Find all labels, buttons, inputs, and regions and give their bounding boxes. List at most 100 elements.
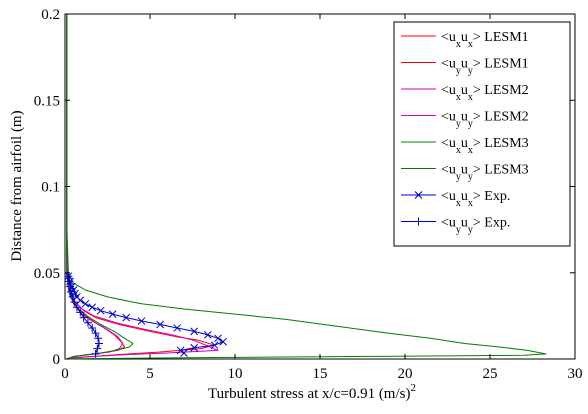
marker-x — [76, 296, 85, 305]
legend-label-subscript: y — [468, 119, 473, 130]
marker-plus — [83, 318, 92, 327]
legend-label-part: > LESM3 — [473, 136, 529, 151]
legend-label-part: u — [461, 163, 468, 178]
legend-label-subscript: y — [468, 225, 473, 236]
y-tick-label: 0.05 — [34, 266, 60, 282]
legend-label-subscript: y — [456, 119, 461, 130]
legend-label-subscript: x — [468, 198, 473, 209]
series-5 — [66, 14, 547, 360]
legend-label-part: > Exp. — [473, 216, 510, 231]
marker-plus — [414, 217, 423, 226]
marker-plus — [68, 292, 77, 301]
marker-x — [203, 330, 212, 339]
legend-label-part: > LESM2 — [473, 110, 529, 125]
legend-label: <uyuy> LESM2 — [441, 110, 529, 130]
legend-label-part: u — [461, 136, 468, 151]
x-tick-label: 25 — [483, 366, 498, 382]
marker-plus — [65, 277, 74, 286]
marker-x — [137, 317, 146, 325]
legend-label: <uyuy> LESM3 — [441, 163, 529, 183]
marker-x — [176, 346, 185, 355]
legend-entry: <uxux> Exp. — [401, 189, 510, 209]
legend-label-part: > LESM2 — [473, 83, 529, 98]
legend-label-part: u — [461, 110, 468, 125]
marker-x — [156, 320, 165, 329]
legend-label: <uxux> LESM2 — [441, 83, 529, 103]
legend: <uxux> LESM1<uyuy> LESM1<uxux> LESM2<uyu… — [393, 21, 571, 247]
y-tick-label: 0.1 — [41, 180, 60, 196]
legend-entry: <uyuy> Exp. — [401, 216, 510, 236]
y-axis-label: Distance from airfoil (m) — [9, 110, 25, 261]
x-axis-label-text: Turbulent stress at x/c=0.91 (m/s) — [208, 386, 410, 402]
legend-label-subscript: x — [456, 92, 461, 103]
marker-plus — [93, 344, 102, 353]
marker-plus — [94, 334, 103, 343]
legend-label-subscript: y — [468, 172, 473, 183]
legend-label: <uyuy> Exp. — [441, 216, 510, 236]
legend-label-subscript: x — [468, 145, 473, 156]
legend-label-part: <u — [441, 189, 456, 204]
y-tick-label: 0.15 — [34, 93, 60, 109]
marker-plus — [64, 272, 73, 281]
x-tick-label: 10 — [228, 366, 243, 382]
legend-entry: <uyuy> LESM3 — [401, 163, 529, 183]
legend-label-part: > LESM3 — [473, 163, 529, 178]
legend-label: <uyuy> LESM1 — [441, 57, 529, 77]
legend-label-subscript: y — [456, 225, 461, 236]
legend-label-subscript: y — [456, 66, 461, 77]
legend-label-part: <u — [441, 83, 456, 98]
marker-plus — [88, 323, 97, 332]
legend-label-part: u — [461, 30, 468, 45]
x-axis-label-superscript: 2 — [410, 382, 416, 394]
legend-entry: <uxux> LESM1 — [401, 30, 529, 50]
legend-label-part: u — [461, 83, 468, 98]
marker-x — [414, 191, 423, 199]
marker-plus — [66, 287, 75, 296]
x-tick-label: 15 — [313, 366, 328, 382]
series-line — [66, 14, 547, 360]
marker-plus — [91, 329, 100, 338]
y-tick-label: 0 — [53, 352, 61, 368]
marker-plus — [79, 313, 88, 322]
marker-x — [108, 310, 117, 319]
legend-label-subscript: x — [468, 92, 473, 103]
series-line — [66, 14, 134, 360]
marker-plus — [76, 308, 85, 317]
x-tick-label: 0 — [61, 366, 69, 382]
legend-box — [393, 21, 571, 247]
marker-x — [180, 349, 188, 357]
marker-x — [214, 334, 222, 343]
marker-x — [190, 343, 199, 352]
legend-label-part: > LESM1 — [473, 57, 529, 72]
x-tick-label: 5 — [146, 366, 154, 382]
legend-label: <uxux> Exp. — [441, 189, 510, 209]
legend-label-part: <u — [441, 57, 456, 72]
marker-x — [210, 341, 219, 350]
marker-plus — [95, 339, 103, 348]
legend-entry: <uyuy> LESM1 — [401, 57, 529, 77]
legend-label-part: u — [461, 57, 468, 72]
marker-x — [190, 327, 199, 336]
legend-label-subscript: x — [456, 39, 461, 50]
legend-label-part: > LESM1 — [473, 30, 529, 45]
marker-x — [81, 299, 90, 308]
x-tick-label: 20 — [398, 366, 413, 382]
legend-entry: <uxux> LESM2 — [401, 83, 529, 103]
x-axis-label: Turbulent stress at x/c=0.91 (m/s)2 — [208, 382, 416, 402]
marker-x — [219, 337, 227, 346]
legend-label-part: <u — [441, 30, 456, 45]
legend-label-part: <u — [441, 163, 456, 178]
series-6 — [66, 14, 134, 360]
legend-entry: <uxux> LESM3 — [401, 136, 529, 156]
marker-plus — [66, 282, 75, 291]
ticks-layer: 0 5 10 15 20 25 30 0 0.05 0.1 0.15 0.2 — [34, 7, 583, 382]
legend-label: <uxux> LESM3 — [441, 136, 529, 156]
marker-x — [96, 306, 105, 315]
legend-entry: <uyuy> LESM2 — [401, 110, 529, 130]
marker-plus — [70, 298, 79, 307]
legend-label-part: <u — [441, 110, 456, 125]
series-layer — [64, 14, 547, 360]
legend-label-part: u — [461, 189, 468, 204]
marker-x — [173, 324, 182, 332]
